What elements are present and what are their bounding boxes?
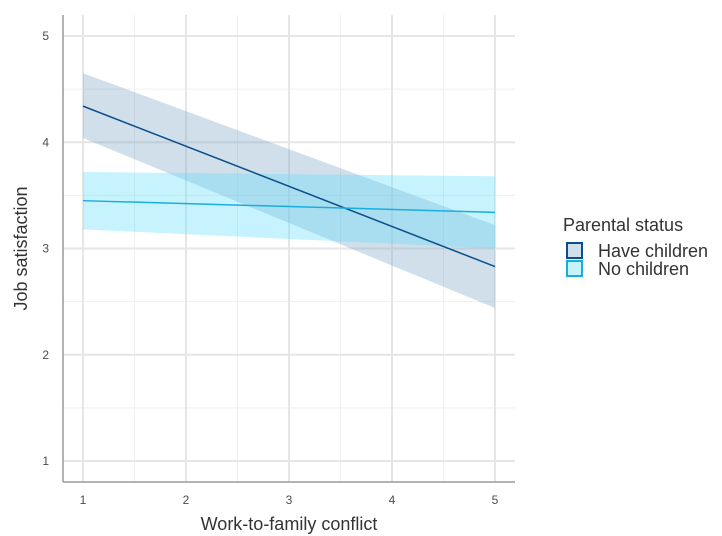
x-tick-label: 5 bbox=[492, 493, 499, 507]
legend-swatch bbox=[566, 260, 583, 277]
grid-major-lines bbox=[63, 15, 515, 482]
y-tick-label: 4 bbox=[42, 135, 49, 149]
series-line bbox=[82, 105, 496, 268]
y-tick-label: 2 bbox=[42, 348, 49, 362]
x-axis-title: Work-to-family conflict bbox=[201, 514, 378, 534]
x-tick-label: 3 bbox=[286, 493, 293, 507]
legend-label: Have children bbox=[598, 241, 708, 261]
regression-lines bbox=[82, 105, 496, 268]
legend-label: No children bbox=[598, 259, 689, 279]
series-line bbox=[82, 199, 496, 214]
confidence-ribbons bbox=[83, 73, 495, 308]
legend-title: Parental status bbox=[563, 215, 683, 235]
ci-ribbon bbox=[83, 172, 495, 249]
y-tick-label: 1 bbox=[42, 454, 49, 468]
y-tick-label: 3 bbox=[42, 242, 49, 256]
ci-ribbon bbox=[83, 73, 495, 308]
x-tick-label: 1 bbox=[80, 493, 87, 507]
x-tick-label: 2 bbox=[183, 493, 190, 507]
y-axis-ticks: 1 2 3 4 5 bbox=[42, 29, 49, 468]
x-axis-ticks: 1 2 3 4 5 bbox=[80, 493, 499, 507]
y-axis-title: Job satisfaction bbox=[11, 186, 31, 310]
x-tick-label: 4 bbox=[389, 493, 396, 507]
y-tick-label: 5 bbox=[42, 29, 49, 43]
legend-swatch bbox=[566, 242, 583, 259]
